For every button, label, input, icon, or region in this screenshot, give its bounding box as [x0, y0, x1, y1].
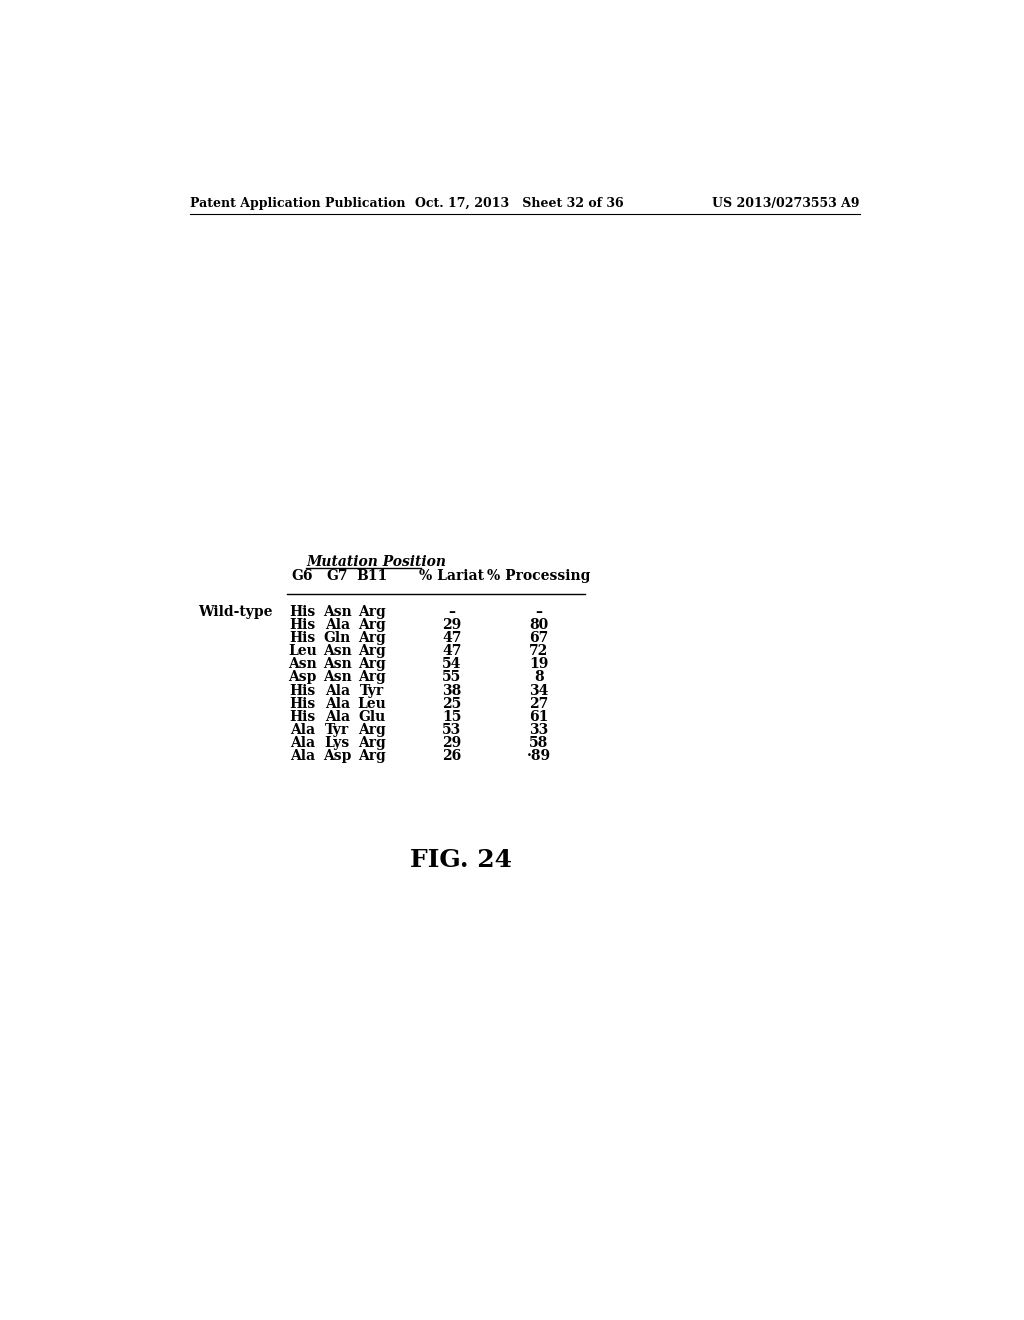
Text: 33: 33: [529, 723, 549, 737]
Text: % Processing: % Processing: [487, 569, 591, 583]
Text: –: –: [449, 605, 456, 619]
Text: His: His: [289, 618, 315, 632]
Text: Asn: Asn: [323, 644, 351, 659]
Text: 47: 47: [442, 644, 462, 659]
Text: 54: 54: [442, 657, 462, 672]
Text: 29: 29: [442, 618, 462, 632]
Text: 25: 25: [442, 697, 462, 710]
Text: Arg: Arg: [358, 631, 386, 645]
Text: Ala: Ala: [325, 697, 350, 710]
Text: ·89: ·89: [526, 748, 551, 763]
Text: 19: 19: [529, 657, 549, 672]
Text: 67: 67: [529, 631, 549, 645]
Text: Ala: Ala: [290, 748, 315, 763]
Text: 58: 58: [529, 737, 549, 750]
Text: Arg: Arg: [358, 723, 386, 737]
Text: Arg: Arg: [358, 618, 386, 632]
Text: Asp: Asp: [288, 671, 316, 685]
Text: 38: 38: [442, 684, 462, 697]
Text: Asp: Asp: [323, 748, 351, 763]
Text: 72: 72: [529, 644, 549, 659]
Text: Ala: Ala: [325, 618, 350, 632]
Text: Ala: Ala: [325, 684, 350, 697]
Text: Ala: Ala: [290, 723, 315, 737]
Text: Mutation Position: Mutation Position: [306, 554, 446, 569]
Text: 61: 61: [529, 710, 549, 723]
Text: Asn: Asn: [323, 605, 351, 619]
Text: Arg: Arg: [358, 748, 386, 763]
Text: Ala: Ala: [290, 737, 315, 750]
Text: Gln: Gln: [324, 631, 351, 645]
Text: % Lariat: % Lariat: [420, 569, 484, 583]
Text: His: His: [289, 697, 315, 710]
Text: G7: G7: [327, 569, 348, 583]
Text: Arg: Arg: [358, 644, 386, 659]
Text: 15: 15: [442, 710, 462, 723]
Text: Arg: Arg: [358, 737, 386, 750]
Text: Tyr: Tyr: [326, 723, 349, 737]
Text: 47: 47: [442, 631, 462, 645]
Text: Leu: Leu: [357, 697, 386, 710]
Text: Patent Application Publication: Patent Application Publication: [190, 197, 406, 210]
Text: His: His: [289, 631, 315, 645]
Text: G6: G6: [292, 569, 313, 583]
Text: Asn: Asn: [323, 671, 351, 685]
Text: 8: 8: [534, 671, 544, 685]
Text: Wild-type: Wild-type: [198, 605, 272, 619]
Text: FIG. 24: FIG. 24: [411, 847, 512, 871]
Text: Oct. 17, 2013   Sheet 32 of 36: Oct. 17, 2013 Sheet 32 of 36: [415, 197, 624, 210]
Text: 27: 27: [529, 697, 549, 710]
Text: Glu: Glu: [358, 710, 386, 723]
Text: Ala: Ala: [325, 710, 350, 723]
Text: Lys: Lys: [325, 737, 350, 750]
Text: His: His: [289, 605, 315, 619]
Text: 80: 80: [529, 618, 549, 632]
Text: B11: B11: [356, 569, 388, 583]
Text: Arg: Arg: [358, 657, 386, 672]
Text: 29: 29: [442, 737, 462, 750]
Text: His: His: [289, 684, 315, 697]
Text: –: –: [536, 605, 543, 619]
Text: Leu: Leu: [288, 644, 316, 659]
Text: 34: 34: [529, 684, 549, 697]
Text: Asn: Asn: [323, 657, 351, 672]
Text: Asn: Asn: [288, 657, 316, 672]
Text: 55: 55: [442, 671, 462, 685]
Text: US 2013/0273553 A9: US 2013/0273553 A9: [712, 197, 859, 210]
Text: 26: 26: [442, 748, 462, 763]
Text: 53: 53: [442, 723, 462, 737]
Text: Arg: Arg: [358, 671, 386, 685]
Text: Tyr: Tyr: [360, 684, 384, 697]
Text: His: His: [289, 710, 315, 723]
Text: Arg: Arg: [358, 605, 386, 619]
